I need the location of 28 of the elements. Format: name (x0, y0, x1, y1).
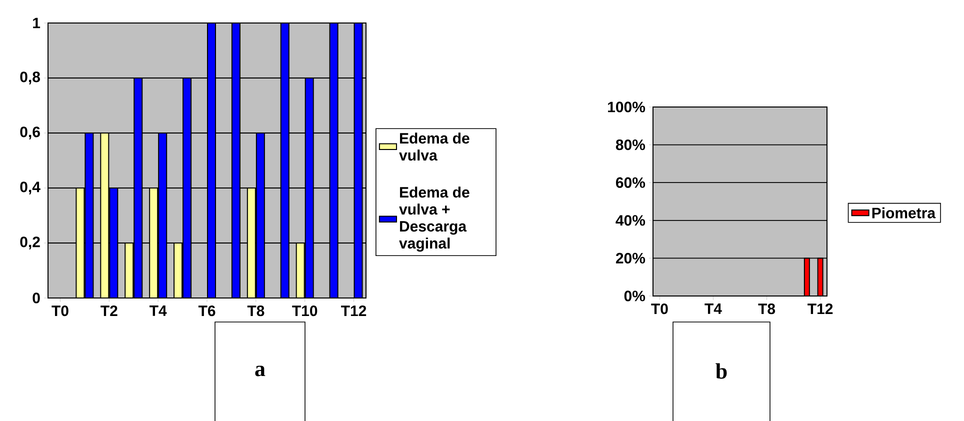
x-tick-label: T6 (198, 305, 216, 316)
x-tick-label: T0 (651, 303, 668, 314)
legend-label: Piometra (872, 207, 936, 218)
y-tick-label: 0,4 (20, 181, 40, 194)
y-tick-label: 40% (616, 214, 646, 226)
y-tick-label: 60% (616, 177, 646, 188)
legend-label: Edema de vulva + Descarga vaginal (399, 186, 470, 252)
text: a (255, 366, 266, 376)
y-tick-label: 0,6 (20, 126, 40, 140)
x-tick-label: T2 (100, 305, 118, 316)
text: b (716, 363, 727, 379)
y-tick-label: 0,8 (20, 71, 40, 84)
x-tick-label: T8 (247, 305, 264, 316)
legend-label: Edema de vulva (399, 132, 470, 160)
y-tick-label: 1 (33, 18, 40, 28)
y-tick-label: 20% (616, 252, 646, 264)
x-tick-label: T12 (808, 303, 833, 314)
x-tick-label: T12 (341, 305, 366, 316)
x-tick-label: T4 (150, 305, 167, 316)
y-tick-label: 0% (624, 290, 646, 302)
x-tick-label: T0 (52, 305, 68, 316)
y-tick-label: 0,2 (20, 236, 40, 250)
x-tick-label: T10 (292, 305, 318, 316)
x-tick-label: T4 (704, 303, 722, 314)
y-tick-label: 80% (616, 139, 646, 150)
x-tick-label: T8 (758, 303, 776, 314)
y-tick-label: 100% (608, 101, 646, 112)
y-tick-label: 0 (32, 292, 40, 304)
